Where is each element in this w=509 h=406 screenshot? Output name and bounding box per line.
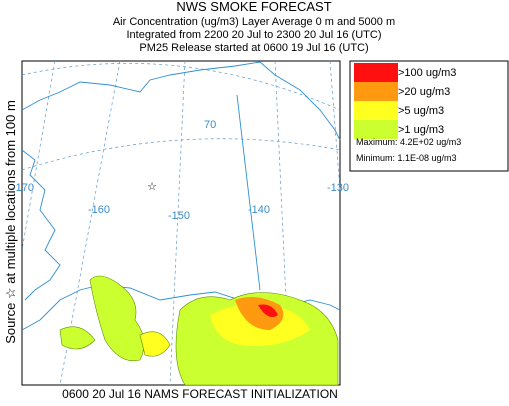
- legend-swatch: [354, 63, 398, 82]
- grid-label: -150: [168, 210, 190, 222]
- grid-label: 70: [204, 119, 216, 131]
- subtitle: Integrated from 2200 20 Jul to 2300 20 J…: [127, 29, 382, 41]
- source-marker: ☆: [147, 181, 157, 193]
- legend-label: >20 ug/m3: [398, 86, 450, 98]
- legend-swatch: [354, 120, 398, 139]
- graticule: [21, 60, 341, 386]
- subtitle: Air Concentration (ug/m3) Layer Average …: [113, 16, 395, 28]
- smoke: [59, 275, 339, 386]
- subtitle: PM25 Release started at 0600 19 Jul 16 (…: [139, 42, 368, 54]
- legend-label: >5 ug/m3: [398, 105, 444, 117]
- legend-swatch: [354, 101, 398, 120]
- footer: 0600 20 Jul 16 NAMS FORECAST INITIALIZAT…: [62, 387, 338, 401]
- legend-label: >100 ug/m3: [398, 67, 456, 79]
- legend-swatch: [354, 82, 398, 101]
- grid-label: -160: [88, 204, 110, 216]
- legend-label: >1 ug/m3: [398, 124, 444, 136]
- grid-label: -170: [12, 182, 34, 194]
- title: NWS SMOKE FORECAST: [176, 0, 331, 14]
- grid-label: -130: [327, 182, 349, 194]
- grid-label: -140: [248, 204, 270, 216]
- side-label: Source ☆ at multiple locations from 100 …: [3, 100, 18, 344]
- legend-min: Minimum: 1.1E-08 ug/m3: [356, 153, 457, 163]
- coastline: [21, 61, 341, 331]
- legend: >100 ug/m3 >20 ug/m3 >5 ug/m3 >1 ug/m3: [354, 63, 456, 139]
- legend-max: Maximum: 4.2E+02 ug/m3: [356, 137, 461, 147]
- map: -170 -160 -150 -140 -130 70 ☆: [12, 60, 349, 386]
